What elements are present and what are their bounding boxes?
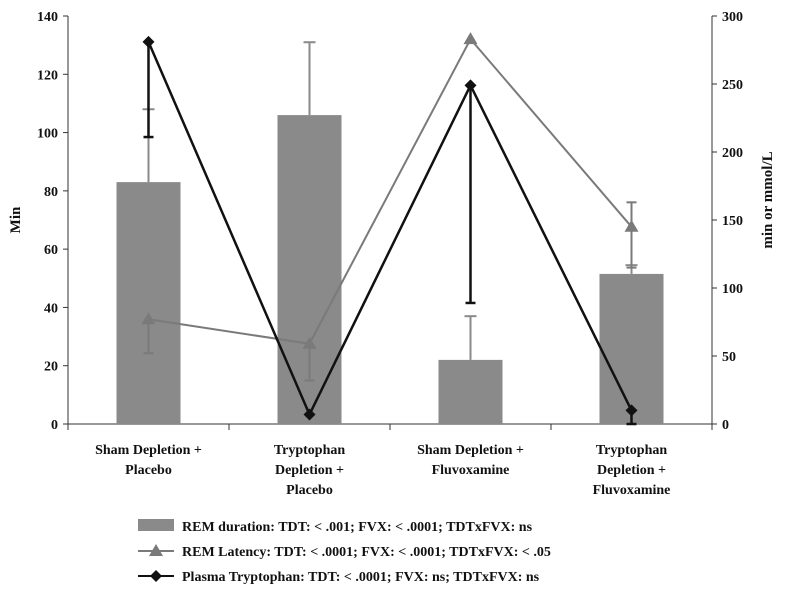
triangle-marker: [463, 32, 478, 45]
category-label: Placebo: [125, 463, 172, 478]
y-tick-label-left: 60: [44, 243, 58, 258]
legend-triangle-icon: [149, 544, 163, 556]
y-tick-label-right: 300: [722, 10, 743, 25]
category-label: Fluvoxamine: [432, 463, 510, 478]
y-tick-label-left: 120: [37, 68, 58, 83]
legend-item: Plasma Tryptophan: TDT: < .0001; FVX: ns…: [138, 570, 540, 585]
bar-rem-duration: [599, 273, 664, 424]
legend-swatch-bar: [138, 519, 174, 531]
series-line: [148, 37, 633, 345]
category-label: Sham Depletion +: [95, 443, 202, 458]
category-label: Tryptophan: [596, 443, 668, 458]
y-tick-label-left: 100: [37, 127, 58, 142]
legend-label: Plasma Tryptophan: TDT: < .0001; FVX: ns…: [182, 570, 540, 585]
category-label: Depletion +: [597, 463, 666, 478]
triangle-marker: [302, 336, 317, 349]
y-tick-label-left: 40: [44, 301, 58, 316]
y-tick-label-right: 250: [722, 78, 743, 93]
diamond-marker: [464, 79, 477, 92]
diamond-marker: [625, 404, 638, 417]
diamond-marker: [303, 408, 316, 421]
series-line: [147, 41, 633, 418]
diamond-marker: [142, 35, 155, 48]
legend-label: REM duration: TDT: < .001; FVX: < .0001;…: [182, 520, 533, 535]
bar-rem-duration: [438, 359, 503, 424]
y-tick-label-right: 0: [722, 418, 729, 433]
series-rem-latency: [141, 32, 639, 382]
triangle-marker: [624, 219, 639, 232]
legend-diamond-icon: [150, 570, 162, 582]
y-tick-label-right: 50: [722, 350, 736, 365]
category-label: Placebo: [286, 483, 333, 498]
legend-label: REM Latency: TDT: < .0001; FVX: < .0001;…: [182, 545, 551, 560]
labels: 0 20 40 60 80 100 120 140 0 50 100 150 200 250 300 Min m…: [8, 10, 776, 498]
triangle-marker: [141, 312, 156, 325]
y-tick-label-left: 0: [51, 418, 58, 433]
legend-item: REM Latency: TDT: < .0001; FVX: < .0001;…: [138, 544, 551, 560]
category-label: Tryptophan: [274, 443, 346, 458]
y-tick-label-left: 140: [37, 10, 58, 25]
legend: REM duration: TDT: < .001; FVX: < .0001;…: [138, 519, 551, 585]
category-label: Sham Depletion +: [417, 443, 524, 458]
y-tick-label-left: 20: [44, 360, 58, 375]
y-axis-title-right: min or mmol/L: [760, 151, 776, 248]
lines: [141, 32, 639, 426]
category-label: Depletion +: [275, 463, 344, 478]
category-label: Fluvoxamine: [593, 483, 671, 498]
y-tick-label-right: 100: [722, 282, 743, 297]
series-plasma-tryptophan: [142, 35, 638, 426]
y-tick-label-right: 150: [722, 214, 743, 229]
y-tick-label-left: 80: [44, 185, 58, 200]
bars: [116, 41, 664, 424]
y-tick-label-right: 200: [722, 146, 743, 161]
legend-item: REM duration: TDT: < .001; FVX: < .0001;…: [138, 519, 533, 535]
y-axis-title-left: Min: [8, 206, 24, 233]
bar-rem-duration: [116, 182, 181, 424]
